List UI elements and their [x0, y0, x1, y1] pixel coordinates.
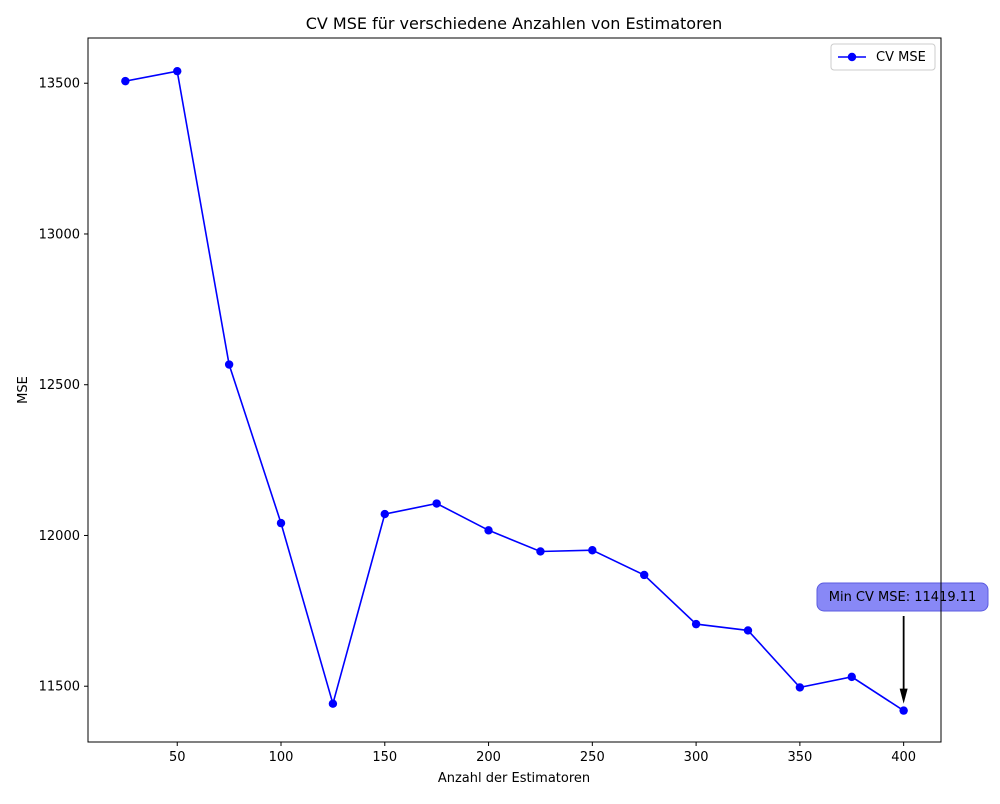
y-tick-label: 11500: [39, 680, 80, 695]
data-point: [795, 683, 805, 692]
y-axis-label: MSE: [16, 376, 31, 404]
x-tick-label: 350: [787, 750, 812, 765]
x-tick-label: 400: [891, 750, 916, 765]
series-layer: [121, 66, 908, 715]
data-point: [899, 706, 908, 715]
data-point: [173, 66, 182, 76]
data-point: [380, 509, 389, 519]
x-tick-label: 150: [372, 750, 397, 765]
x-tick-label: 300: [684, 750, 709, 765]
x-axis-label: Anzahl der Estimatoren: [438, 771, 590, 786]
annotation-box: [816, 582, 989, 612]
data-point: [536, 547, 545, 556]
annotation: Min CV MSE: 11419.11: [816, 582, 989, 704]
data-point: [432, 499, 441, 508]
annotation-label: Min CV MSE: 11419.11: [829, 590, 977, 605]
y-tick-label: 12000: [39, 529, 80, 544]
annotation-arrowhead: [899, 688, 908, 704]
data-point: [484, 526, 493, 535]
y-axis-ticks: 11500 12000 12500 13000 13500: [39, 77, 88, 695]
data-point: [121, 76, 130, 86]
y-tick-label: 12500: [39, 378, 80, 393]
legend-box: [830, 43, 936, 71]
data-point: [588, 546, 597, 555]
chart-title: CV MSE für verschiedene Anzahlen von Est…: [306, 14, 723, 33]
data-point: [847, 672, 856, 682]
legend-label: CV MSE: [876, 50, 926, 65]
data-point: [328, 699, 338, 708]
data-point: [691, 619, 701, 629]
legend: CV MSE: [830, 43, 936, 71]
x-tick-label: 200: [476, 750, 501, 765]
series-line: [125, 70, 905, 712]
x-tick-label: 100: [269, 750, 294, 765]
x-axis-ticks: 50 100 150 200 250 300 350 400: [169, 742, 916, 765]
y-tick-label: 13500: [39, 77, 80, 92]
plot-frame: [87, 37, 942, 743]
data-point: [743, 626, 753, 635]
x-tick-label: 250: [580, 750, 605, 765]
x-tick-label: 50: [169, 750, 186, 765]
data-point: [224, 360, 234, 369]
data-point: [276, 518, 286, 528]
data-point: [640, 570, 649, 580]
legend-marker: [847, 52, 857, 62]
y-tick-label: 13000: [39, 227, 80, 242]
